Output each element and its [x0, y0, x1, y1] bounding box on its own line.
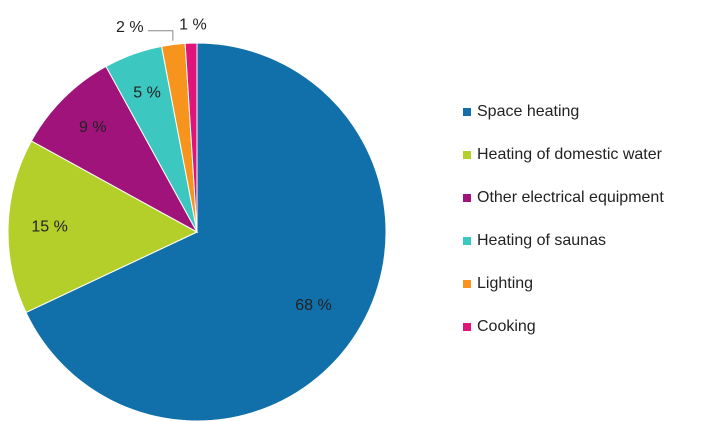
- data-label: 68 %: [295, 297, 331, 314]
- legend-swatch: [463, 237, 471, 245]
- legend-label: Heating of domestic water: [477, 146, 663, 163]
- data-label: 2 %: [116, 19, 144, 36]
- legend-label: Heating of saunas: [477, 232, 606, 249]
- leader-line: [147, 30, 174, 41]
- legend-swatch: [463, 194, 471, 202]
- legend-swatch: [463, 280, 471, 288]
- data-label: 15 %: [31, 219, 67, 236]
- legend-swatch: [463, 151, 471, 159]
- data-label: 5 %: [133, 85, 161, 102]
- legend-swatch: [463, 323, 471, 331]
- pie-slice: [30, 65, 199, 234]
- pie-slice: [7, 140, 199, 314]
- legend-swatch: [463, 108, 471, 116]
- legend-label: Cooking: [477, 318, 536, 335]
- legend-label: Other electrical equipment: [477, 189, 664, 206]
- legend-label: Space heating: [477, 103, 579, 120]
- legend-label: Lighting: [477, 275, 533, 292]
- data-label: 9 %: [79, 119, 107, 136]
- pie-slice: [184, 42, 198, 233]
- data-label: 1 %: [179, 17, 207, 34]
- pie-slice: [25, 42, 387, 421]
